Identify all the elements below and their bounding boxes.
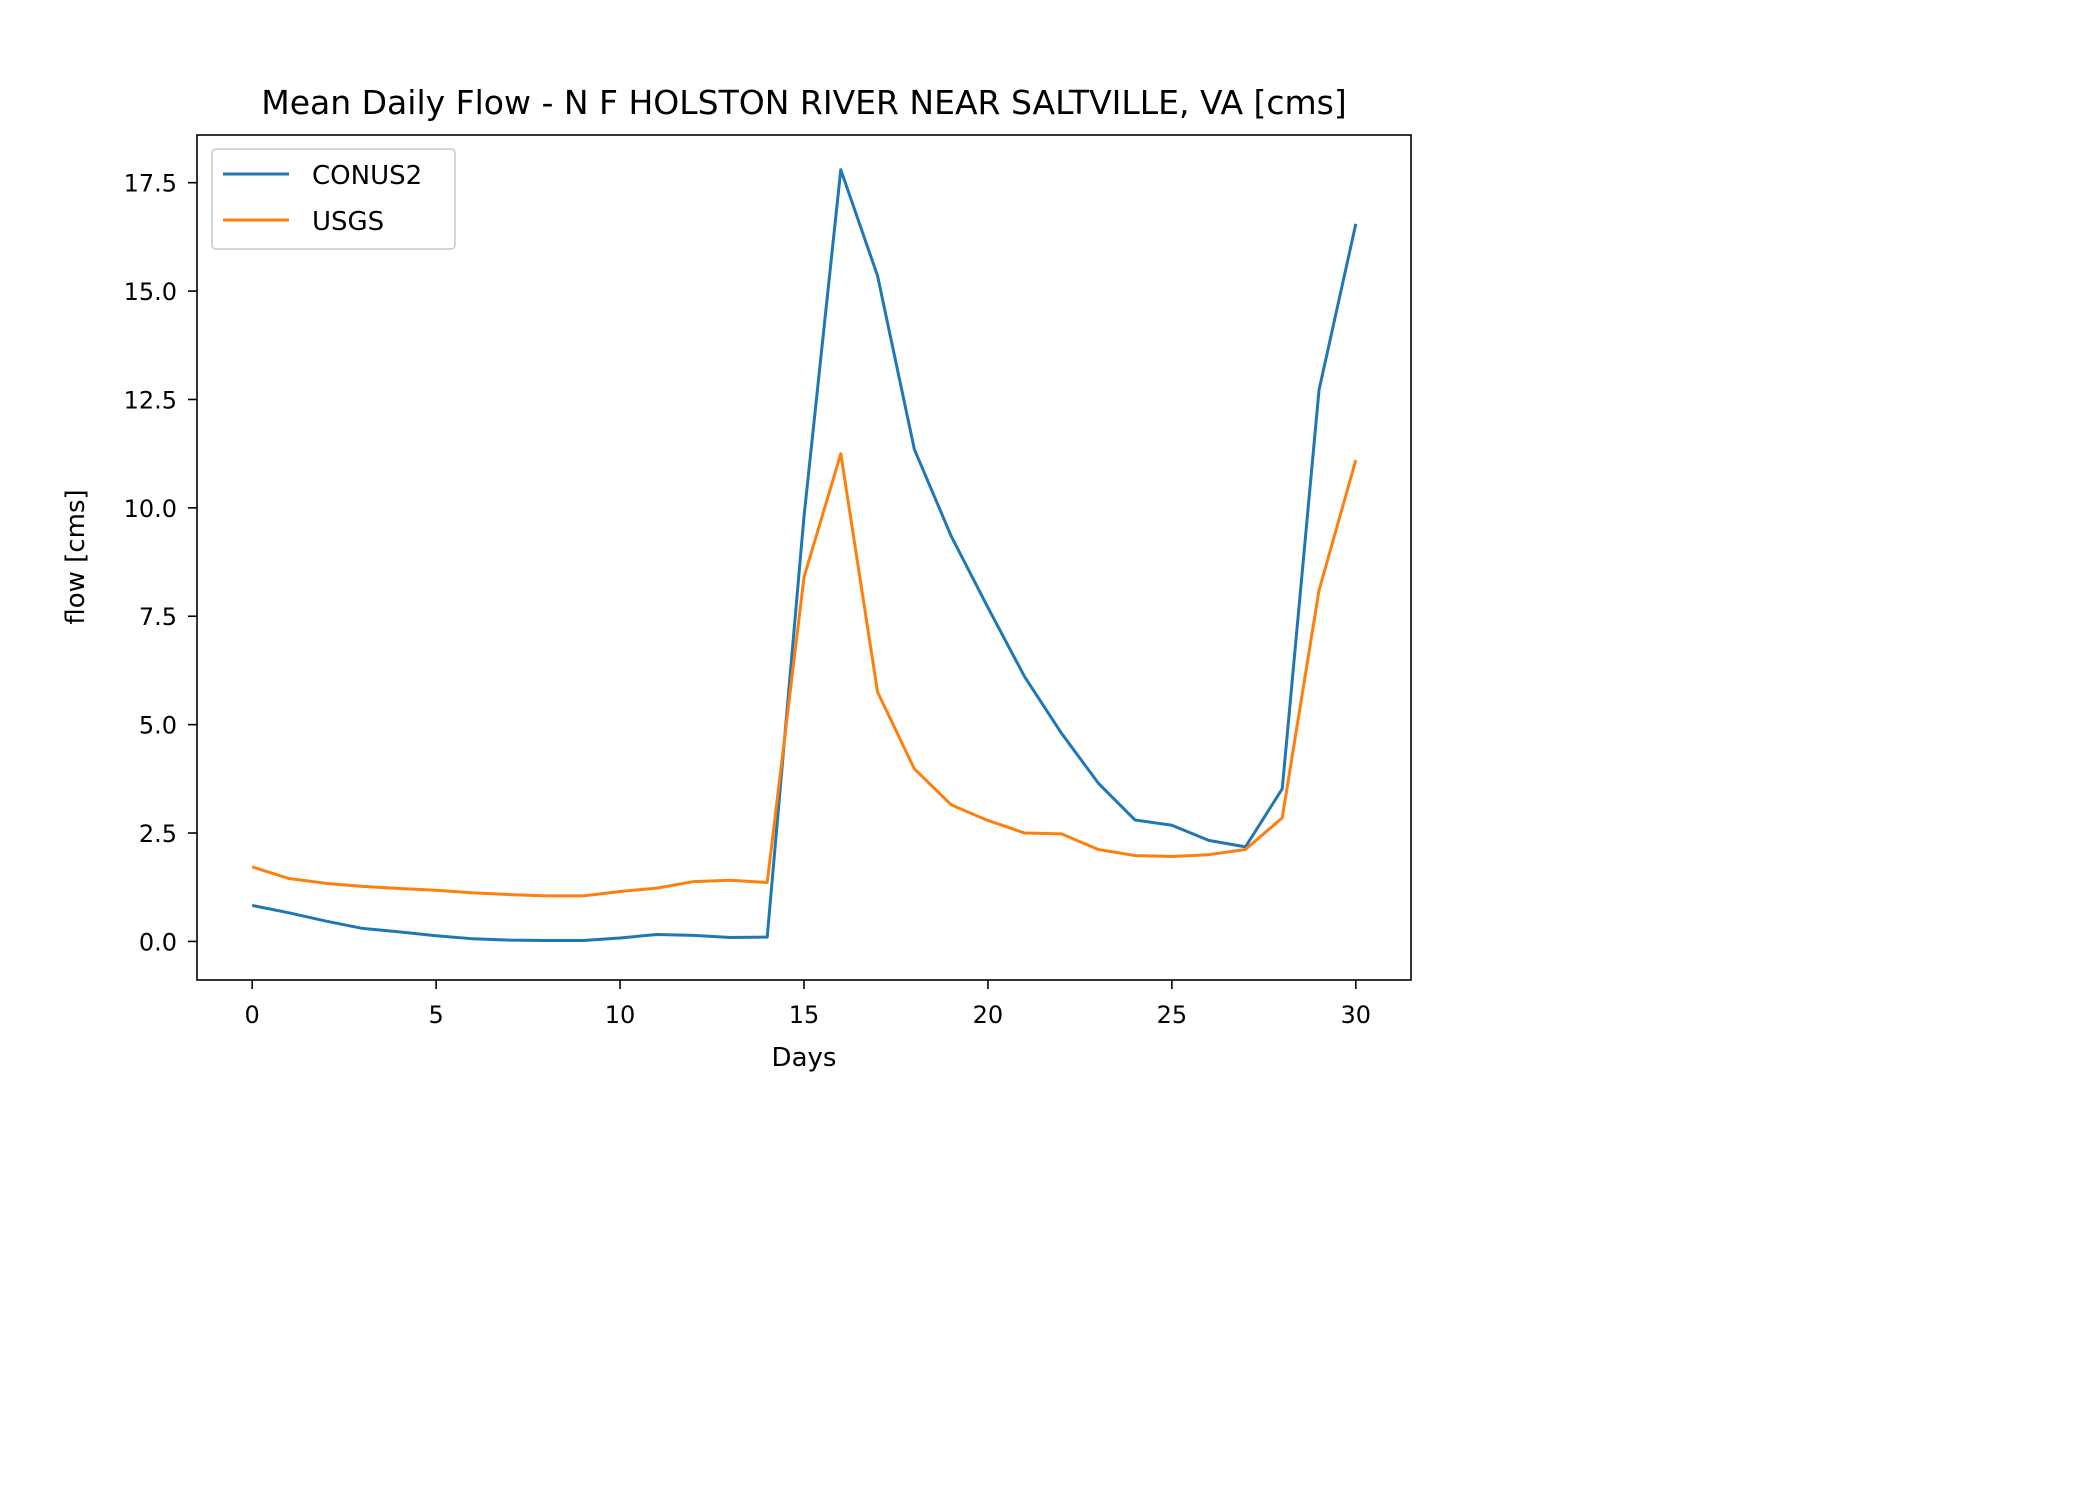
x-tick-label: 5: [428, 1001, 443, 1029]
y-axis-label: flow [cms]: [61, 489, 91, 624]
x-tick-label: 0: [245, 1001, 260, 1029]
chart-title: Mean Daily Flow - N F HOLSTON RIVER NEAR…: [261, 83, 1347, 122]
y-axis-ticks: 0.0 2.5 5.0 7.5 10.0 12.5 15.0 17.5: [124, 170, 197, 956]
y-tick-label: 0.0: [139, 928, 177, 956]
y-tick-label: 12.5: [124, 386, 177, 414]
x-tick-label: 20: [973, 1001, 1004, 1029]
y-tick-label: 7.5: [139, 603, 177, 631]
y-tick-label: 10.0: [124, 495, 177, 523]
plot-lines: [251, 168, 1358, 943]
legend-label-conus2: CONUS2: [312, 161, 422, 191]
x-tick-label: 30: [1341, 1001, 1372, 1029]
y-tick-label: 17.5: [124, 170, 177, 198]
x-tick-label: 15: [789, 1001, 820, 1029]
legend: CONUS2 USGS: [211, 148, 456, 250]
x-axis-label: Days: [772, 1043, 837, 1073]
y-tick-label: 15.0: [124, 278, 177, 306]
series-line-conus2: [251, 168, 1358, 943]
x-axis-ticks: 0 5 10 15 20 25 30: [245, 980, 1372, 1029]
y-tick-label: 2.5: [139, 820, 177, 848]
series-line-usgs: [251, 452, 1358, 898]
legend-label-usgs: USGS: [312, 207, 384, 237]
line-chart: Mean Daily Flow - N F HOLSTON RIVER NEAR…: [61, 83, 1412, 1073]
x-tick-label: 10: [605, 1001, 636, 1029]
x-tick-label: 25: [1157, 1001, 1188, 1029]
y-tick-label: 5.0: [139, 712, 177, 740]
